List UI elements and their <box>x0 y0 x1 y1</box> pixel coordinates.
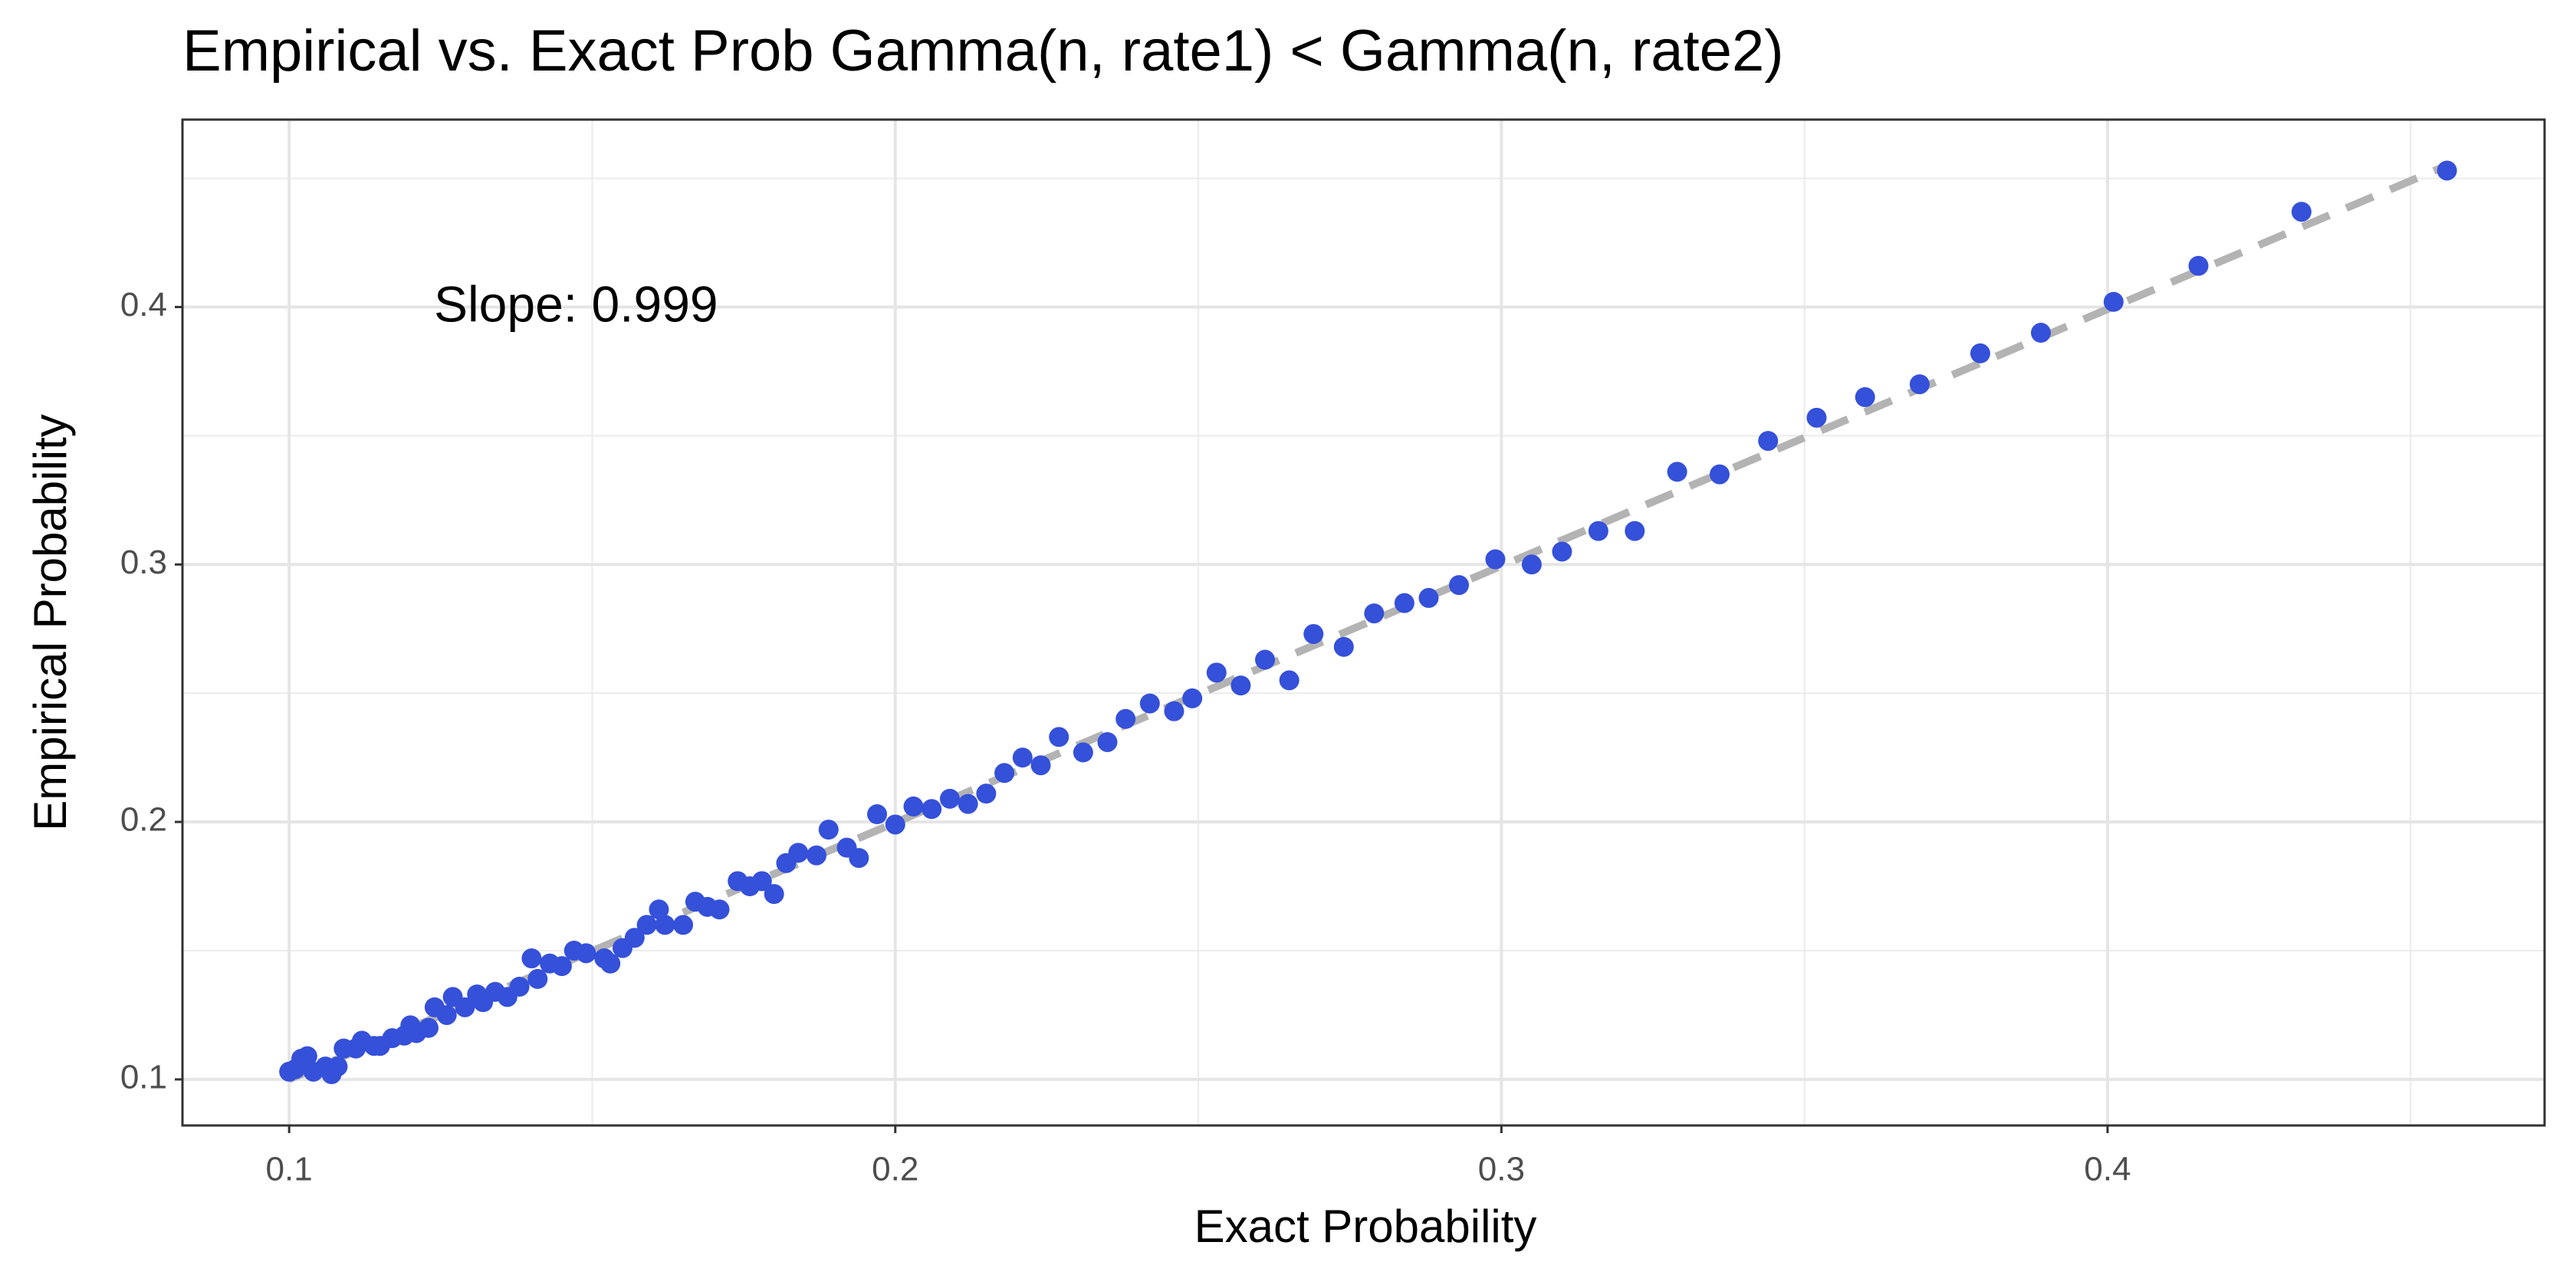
point <box>2031 323 2052 343</box>
point <box>1521 554 1542 575</box>
y-tick-label: 0.3 <box>120 544 167 581</box>
point <box>649 899 669 920</box>
point <box>1333 636 1354 657</box>
y-tick-label: 0.4 <box>120 286 167 324</box>
point <box>1279 670 1300 691</box>
point <box>673 915 694 935</box>
point <box>1485 549 1506 570</box>
y-tick-label: 0.2 <box>120 801 167 839</box>
point <box>709 899 730 920</box>
point <box>576 943 596 964</box>
point <box>922 799 942 820</box>
y-axis-title: Empirical Probability <box>25 414 76 831</box>
point <box>818 820 839 840</box>
point <box>1394 593 1414 613</box>
point <box>624 928 645 948</box>
point <box>1909 374 1930 395</box>
point <box>1230 675 1251 696</box>
chart-title: Empirical vs. Exact Prob Gamma(n, rate1)… <box>182 18 1784 84</box>
point <box>1164 701 1184 721</box>
point <box>751 871 772 892</box>
point <box>636 915 657 935</box>
point <box>958 794 978 814</box>
point <box>600 953 621 974</box>
x-tick-label: 0.2 <box>872 1151 918 1188</box>
point <box>2103 291 2124 312</box>
point <box>1552 541 1572 562</box>
point <box>885 814 905 835</box>
point <box>1049 727 1070 748</box>
point <box>1012 748 1033 768</box>
point <box>788 843 809 863</box>
point <box>1364 603 1385 624</box>
point <box>551 956 572 977</box>
point <box>867 804 888 825</box>
point <box>1206 662 1227 683</box>
point <box>1303 623 1324 644</box>
point <box>994 763 1015 784</box>
point <box>1255 649 1276 670</box>
point <box>1449 575 1470 596</box>
x-tick-label: 0.1 <box>266 1151 313 1188</box>
point <box>455 997 475 1017</box>
point <box>1588 521 1608 541</box>
point <box>1667 462 1687 482</box>
point <box>903 796 924 816</box>
point <box>1097 731 1118 752</box>
point <box>976 784 997 804</box>
point <box>849 848 869 869</box>
x-tick-label: 0.3 <box>1478 1151 1525 1188</box>
x-tick-label: 0.4 <box>2084 1151 2131 1188</box>
point <box>1030 755 1051 776</box>
point <box>297 1046 317 1066</box>
panel-border <box>181 118 2546 1127</box>
point <box>1625 521 1645 541</box>
point <box>764 884 784 905</box>
point <box>527 968 548 989</box>
point <box>2436 160 2457 181</box>
point <box>1116 708 1136 729</box>
point <box>2291 202 2312 222</box>
point <box>436 1004 457 1025</box>
point <box>418 1017 439 1038</box>
x-axis-title: Exact Probability <box>1194 1201 1537 1252</box>
point <box>1806 407 1827 428</box>
point <box>1182 688 1203 708</box>
point <box>655 915 675 935</box>
point <box>1855 387 1875 408</box>
point <box>1970 343 1990 363</box>
point <box>509 976 530 997</box>
point <box>327 1056 348 1077</box>
point <box>1709 464 1730 485</box>
point <box>1758 431 1779 452</box>
point <box>1073 742 1093 763</box>
point <box>2188 255 2209 276</box>
point <box>521 948 542 969</box>
point <box>806 845 826 866</box>
y-tick-label: 0.1 <box>120 1059 167 1096</box>
point <box>1418 587 1439 608</box>
point <box>1139 693 1160 714</box>
annotation: Slope: 0.999 <box>434 275 718 332</box>
point <box>939 788 960 809</box>
